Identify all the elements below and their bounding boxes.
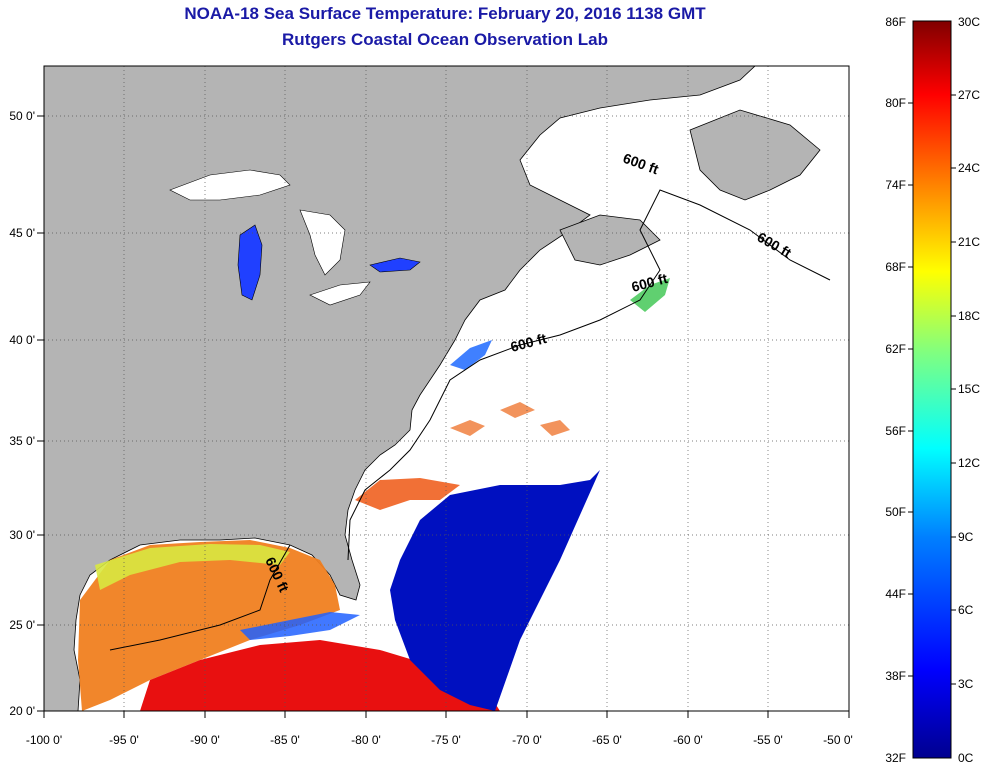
- colorbar-f-label: 44F: [885, 587, 906, 601]
- colorbar-c-label: 30C: [958, 15, 980, 29]
- colorbar-f-label: 80F: [885, 96, 906, 110]
- map-subtitle: Rutgers Coastal Ocean Observation Lab: [282, 30, 608, 49]
- map-area: [44, 66, 849, 711]
- north-america-landmass: [44, 66, 756, 711]
- colorbar-c-label: 0C: [958, 751, 974, 765]
- georges-bank-green: [630, 278, 670, 312]
- colorbar-ticks: [908, 94, 956, 685]
- lat-tick-label: 20 0': [9, 704, 35, 718]
- colorbar-f-label: 56F: [885, 424, 906, 438]
- lon-tick-label: -90 0': [190, 733, 220, 747]
- colorbar-f-label: 32F: [885, 751, 906, 765]
- gulf-stream-warm: [355, 478, 460, 510]
- straits-blue-band: [240, 612, 360, 640]
- nj-coastal-blue: [450, 340, 492, 370]
- lon-tick-label: -70 0': [512, 733, 542, 747]
- colorbar-c-label: 21C: [958, 235, 980, 249]
- colorbar-c-label: 12C: [958, 456, 980, 470]
- axis-tick-marks: [37, 115, 850, 718]
- lon-tick-label: -100 0': [26, 733, 62, 747]
- lon-tick-label: -95 0': [109, 733, 139, 747]
- lake-michigan: [237, 224, 263, 301]
- lat-tick-label: 40 0': [9, 333, 35, 347]
- gulf-of-mexico-sst: [78, 540, 340, 711]
- lat-tick-label: 35 0': [9, 434, 35, 448]
- colorbar-c-label: 9C: [958, 530, 974, 544]
- lon-tick-label: -75 0': [431, 733, 461, 747]
- colorbar-c-label: 6C: [958, 603, 974, 617]
- colorbar-f-label: 62F: [885, 342, 906, 356]
- isobath-600ft-line: [109, 189, 831, 651]
- lon-tick-label: -55 0': [753, 733, 783, 747]
- lon-tick-label: -50 0': [823, 733, 853, 747]
- colorbar-c-label: 18C: [958, 309, 980, 323]
- lake-huron: [299, 209, 346, 276]
- lon-tick-label: -85 0': [270, 733, 300, 747]
- colorbar-f-label: 38F: [885, 669, 906, 683]
- colorbar-f-label: 50F: [885, 505, 906, 519]
- caribbean-red: [140, 640, 500, 711]
- atlantic-cold-swath: [390, 470, 600, 711]
- lat-tick-label: 50 0': [9, 109, 35, 123]
- lat-tick-label: 30 0': [9, 528, 35, 542]
- mid-atlantic-warm-patches: [450, 402, 570, 436]
- lon-tick-label: -80 0': [351, 733, 381, 747]
- lake-erie: [309, 281, 371, 306]
- gulf-coastal-yellow: [95, 544, 290, 590]
- colorbar-f-label: 68F: [885, 260, 906, 274]
- lon-tick-label: -65 0': [592, 733, 622, 747]
- colorbar-f-label: 74F: [885, 178, 906, 192]
- lat-tick-label: 25 0': [9, 618, 35, 632]
- lon-tick-label: -60 0': [673, 733, 703, 747]
- lake-ontario: [369, 257, 421, 273]
- temperature-colorbar: [912, 20, 952, 759]
- newfoundland-land: [689, 109, 821, 201]
- map-title: NOAA-18 Sea Surface Temperature: Februar…: [184, 4, 706, 23]
- colorbar-c-label: 3C: [958, 677, 974, 691]
- colorbar-c-label: 27C: [958, 88, 980, 102]
- nova-scotia-land: [559, 214, 661, 266]
- lat-tick-label: 45 0': [9, 226, 35, 240]
- colorbar-f-label: 86F: [885, 15, 906, 29]
- lake-superior: [169, 169, 291, 201]
- colorbar-c-label: 15C: [958, 382, 980, 396]
- colorbar-c-label: 24C: [958, 161, 980, 175]
